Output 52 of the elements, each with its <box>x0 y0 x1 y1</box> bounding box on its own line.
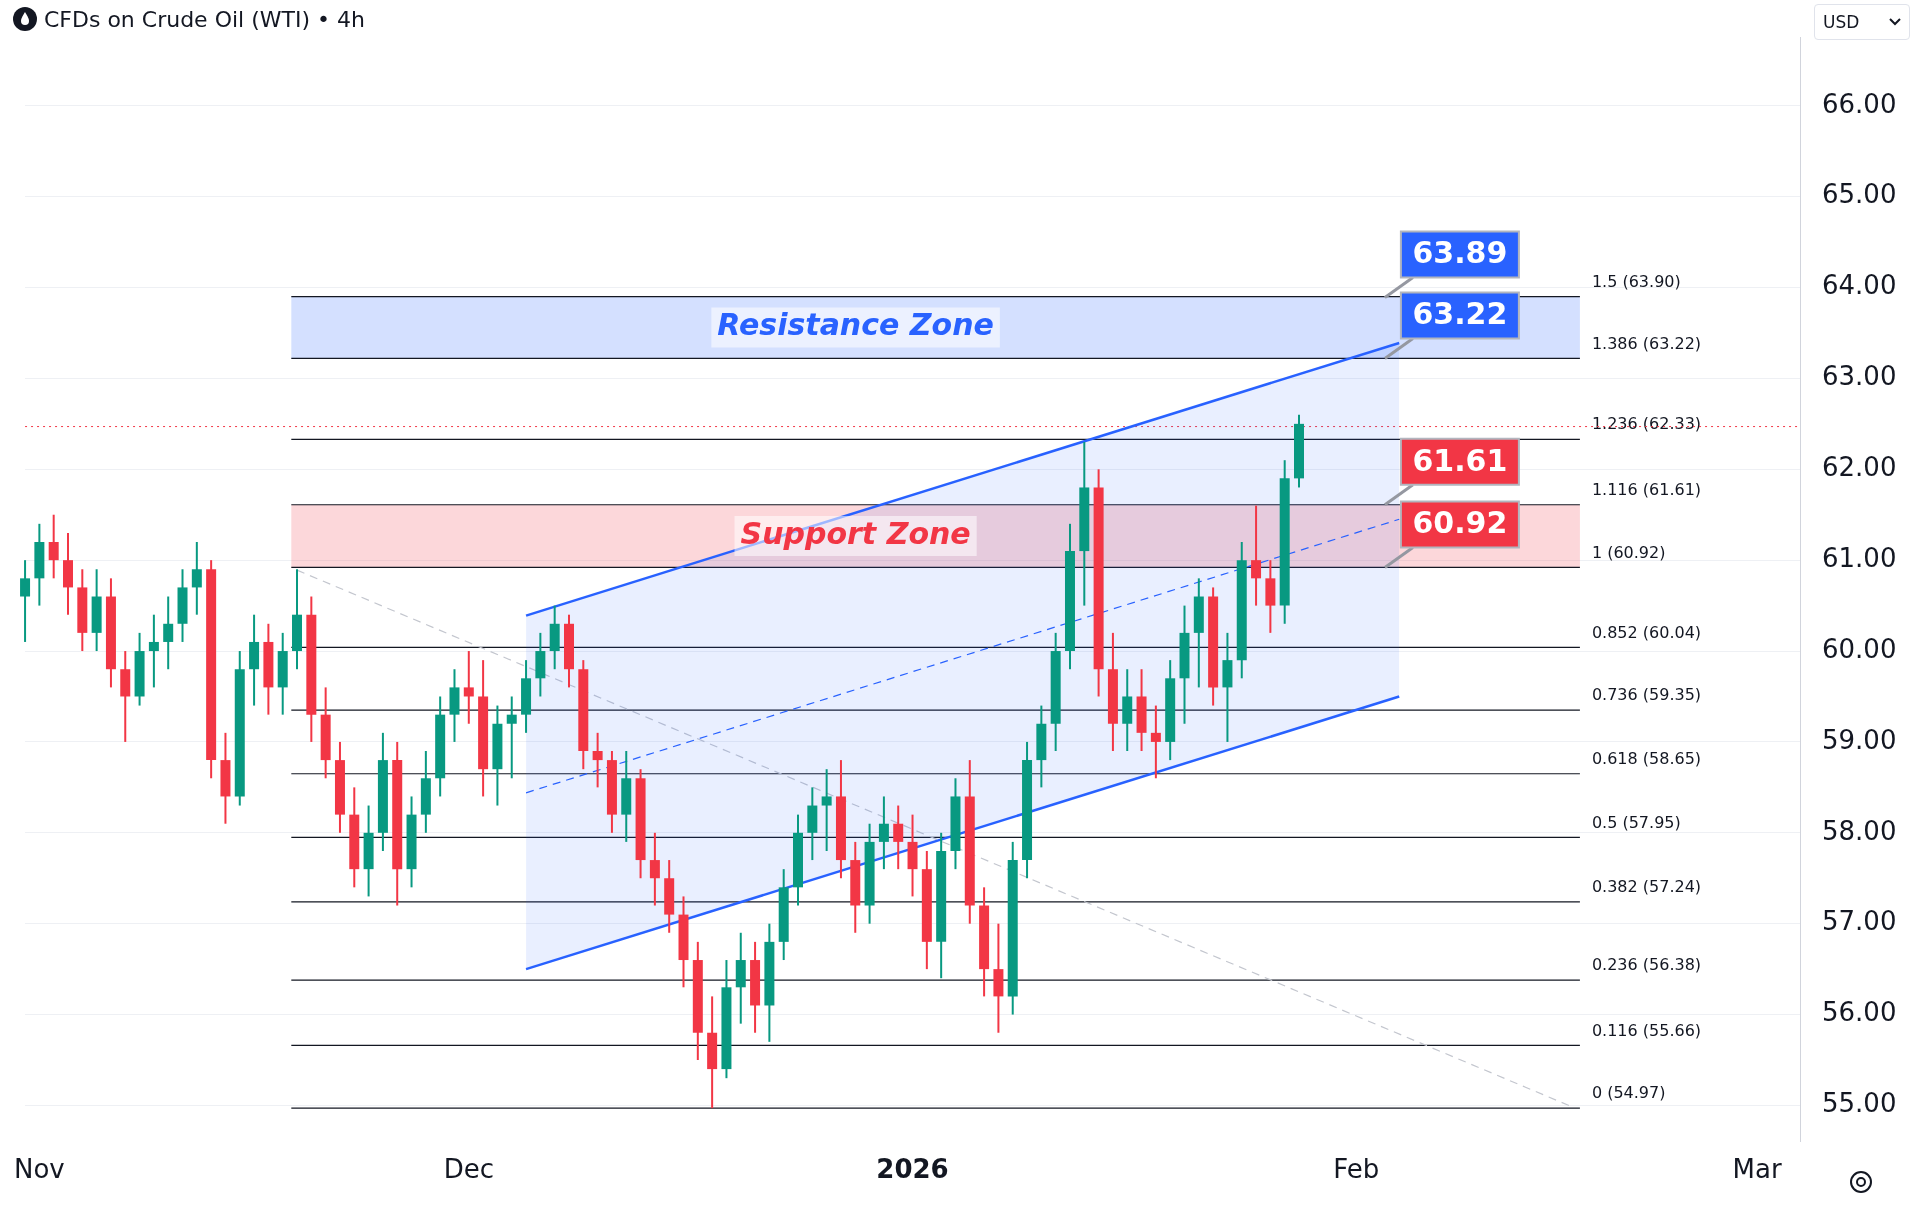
ref-line-label: 1.236 (62.33) <box>1591 414 1702 434</box>
y-tick-label: 61.00 <box>1822 542 1897 573</box>
ref-line-label: 0.852 (60.04) <box>1591 622 1702 642</box>
ref-line-label: 0.618 (58.65) <box>1591 748 1702 768</box>
chart-title: CFDs on Crude Oil (WTI) • 4h <box>44 6 365 32</box>
y-tick-label: 56.00 <box>1822 997 1897 1028</box>
candlestick <box>1251 504 1262 607</box>
candlestick <box>163 595 174 671</box>
ref-line-label: 1 (60.92) <box>1591 542 1666 562</box>
y-tick-label: 58.00 <box>1822 815 1897 846</box>
x-tick-label: Dec <box>443 1154 494 1185</box>
y-tick-label: 57.00 <box>1822 906 1897 937</box>
ref-line-label: 0.736 (59.35) <box>1591 685 1702 705</box>
candlestick <box>878 795 889 871</box>
ref-line-label: 1.386 (63.22) <box>1591 333 1702 353</box>
ref-line-label: 1.116 (61.61) <box>1591 479 1702 499</box>
y-tick-label: 66.00 <box>1822 88 1897 119</box>
ref-line-label: 0 (54.97) <box>1591 1083 1666 1103</box>
candlestick <box>191 540 202 616</box>
annotation: 63.89 <box>1412 235 1508 271</box>
y-tick-label: 62.00 <box>1822 452 1897 483</box>
ref-line-label: 0.382 (57.24) <box>1591 877 1702 897</box>
x-tick-label: 2026 <box>876 1154 949 1185</box>
candlestick <box>506 695 517 780</box>
band-label: Support Zone <box>740 515 971 551</box>
x-tick-label: Nov <box>14 1154 65 1185</box>
y-tick-label: 65.00 <box>1822 179 1897 210</box>
candlestick <box>893 804 904 871</box>
candlestick <box>148 613 159 689</box>
ref-line-label: 1.5 (63.90) <box>1591 271 1681 291</box>
annotation: 63.22 <box>1412 296 1508 332</box>
candlestick <box>48 513 59 580</box>
y-tick-label: 55.00 <box>1822 1088 1897 1119</box>
annotation: 60.92 <box>1412 505 1508 541</box>
band-label: Resistance Zone <box>717 307 994 343</box>
annotation: 61.61 <box>1412 442 1508 478</box>
candlestick <box>20 559 31 643</box>
text: USD <box>1823 12 1860 32</box>
candlestick <box>463 650 474 725</box>
candlestick <box>649 831 660 907</box>
ref-line-label: 0.236 (56.38) <box>1591 955 1702 975</box>
x-tick-label: Mar <box>1732 1154 1782 1185</box>
candlestick <box>592 731 603 789</box>
candlestick <box>821 768 832 852</box>
ref-line-label: 0.116 (55.66) <box>1591 1020 1702 1040</box>
y-tick-label: 59.00 <box>1822 724 1897 755</box>
x-tick-label: Feb <box>1333 1154 1380 1185</box>
y-tick-label: 60.00 <box>1822 633 1897 664</box>
y-tick-label: 64.00 <box>1822 270 1897 301</box>
y-tick-label: 63.00 <box>1822 361 1897 392</box>
candlestick <box>1150 704 1161 780</box>
ref-line-label: 0.5 (57.95) <box>1591 812 1681 832</box>
